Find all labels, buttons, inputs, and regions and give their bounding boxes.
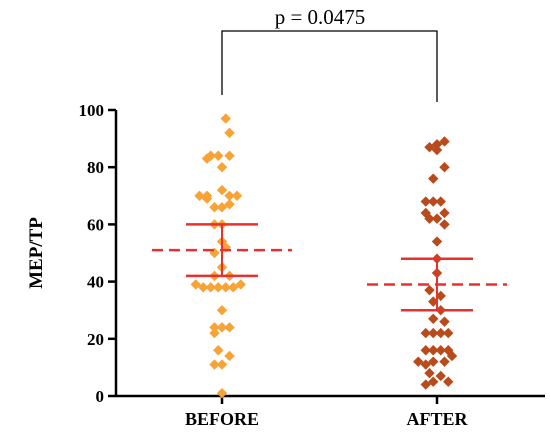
data-point-before <box>224 127 235 139</box>
data-point-after <box>424 284 435 296</box>
data-point-before <box>216 305 228 316</box>
data-point-after <box>443 327 454 339</box>
x-ticks: BEFORE AFTER <box>185 396 468 429</box>
data-point-after <box>435 327 446 339</box>
data-point-after <box>443 376 454 387</box>
data-point-after <box>428 196 439 207</box>
data-point-after <box>428 327 439 339</box>
y-tick-label: 60 <box>87 215 104 234</box>
data-point-before <box>190 279 201 290</box>
y-axis-title: MEP/TP <box>26 217 47 289</box>
data-point-before <box>224 322 235 333</box>
data-point-after <box>439 162 450 173</box>
summary-lines <box>152 223 507 312</box>
data-point-before <box>198 282 209 293</box>
data-point-before <box>213 282 224 293</box>
data-point-after <box>420 196 431 207</box>
data-point-before <box>205 150 216 161</box>
y-tick-label: 0 <box>96 387 105 406</box>
data-point-before <box>216 184 228 196</box>
y-tick-label: 100 <box>79 101 105 120</box>
x-category-label: BEFORE <box>185 409 259 429</box>
data-point-after <box>435 370 446 382</box>
y-ticks: 0 20 40 60 80 100 <box>79 101 116 406</box>
data-point-after <box>431 236 443 247</box>
data-points <box>190 113 458 399</box>
data-point-before <box>209 327 220 339</box>
data-point-after <box>439 356 450 367</box>
x-category-label: AFTER <box>406 409 468 429</box>
y-tick-label: 20 <box>87 330 104 349</box>
data-point-after <box>420 327 431 339</box>
data-point-before <box>213 150 224 161</box>
y-tick-label: 40 <box>87 273 104 292</box>
data-point-before <box>209 359 220 370</box>
data-point-after <box>435 290 446 302</box>
data-point-before <box>201 193 213 204</box>
data-point-before <box>216 162 228 173</box>
data-point-before <box>205 282 216 293</box>
data-point-after <box>431 144 443 156</box>
data-point-before <box>216 202 228 213</box>
data-point-before <box>209 202 220 213</box>
data-point-after <box>424 367 435 379</box>
data-point-after <box>420 345 431 356</box>
data-point-after <box>439 316 450 327</box>
data-point-before <box>216 322 228 333</box>
data-point-after <box>431 213 443 224</box>
data-point-before <box>224 350 235 362</box>
data-point-after <box>446 350 458 362</box>
bracket-line <box>221 30 438 102</box>
p-value-label: p = 0.0475 <box>275 5 366 29</box>
data-point-after <box>424 213 435 224</box>
data-point-after <box>439 207 450 219</box>
data-point-before <box>216 359 228 370</box>
data-point-before <box>224 190 235 201</box>
data-point-after <box>428 345 439 356</box>
data-point-before <box>224 199 235 210</box>
data-point-after <box>428 313 439 324</box>
data-point-after <box>439 219 450 230</box>
data-point-after <box>428 356 439 367</box>
significance-bracket: p = 0.0475 <box>221 5 438 102</box>
data-point-before <box>220 242 231 253</box>
data-point-before <box>228 282 239 293</box>
data-point-after <box>420 379 431 390</box>
data-point-before <box>209 322 220 333</box>
data-point-after <box>435 196 446 207</box>
data-point-after <box>428 296 439 307</box>
data-point-before <box>220 113 231 124</box>
data-point-before <box>231 190 243 201</box>
data-point-before <box>224 150 235 161</box>
data-point-after <box>439 136 450 147</box>
data-point-after <box>435 345 446 356</box>
data-point-before <box>235 279 246 290</box>
y-tick-label: 80 <box>87 158 104 177</box>
data-point-before <box>220 282 231 293</box>
data-point-before <box>216 387 228 399</box>
data-point-before <box>213 345 224 356</box>
data-point-before <box>201 153 213 164</box>
data-point-after <box>428 173 439 184</box>
